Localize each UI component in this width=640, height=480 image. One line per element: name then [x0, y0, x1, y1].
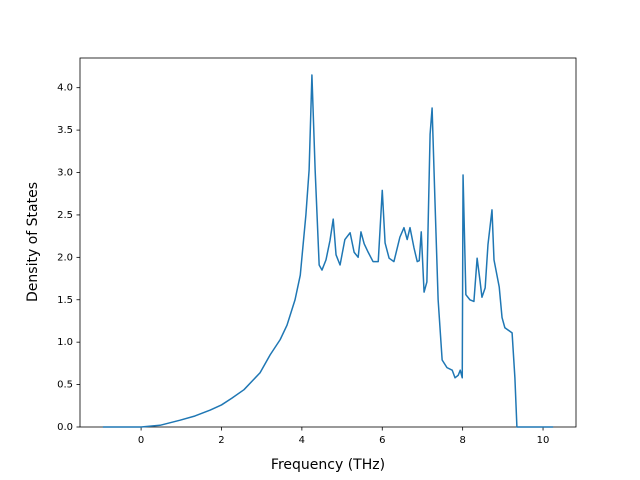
x-tick-label: 0	[138, 435, 144, 446]
y-tick-label: 1.5	[57, 295, 73, 306]
x-axis-title: Frequency (THz)	[271, 457, 385, 473]
x-tick-label: 6	[379, 435, 385, 446]
y-tick-label: 2.5	[57, 210, 73, 221]
x-tick-label: 10	[537, 435, 550, 446]
y-tick-label: 0.5	[57, 380, 73, 391]
x-tick-label: 4	[299, 435, 305, 446]
y-tick-label: 0.0	[57, 422, 73, 433]
x-tick-label: 8	[459, 435, 465, 446]
series-line	[102, 74, 554, 428]
x-tick-label: 2	[218, 435, 224, 446]
plot-frame	[79, 57, 577, 428]
y-tick-label: 2.0	[57, 252, 73, 263]
y-tick-label: 3.0	[57, 168, 73, 179]
y-axis-title: Density of States	[25, 182, 41, 302]
y-tick-label: 1.0	[57, 337, 73, 348]
y-tick-label: 3.5	[57, 125, 73, 136]
y-tick-label: 4.0	[57, 83, 73, 94]
